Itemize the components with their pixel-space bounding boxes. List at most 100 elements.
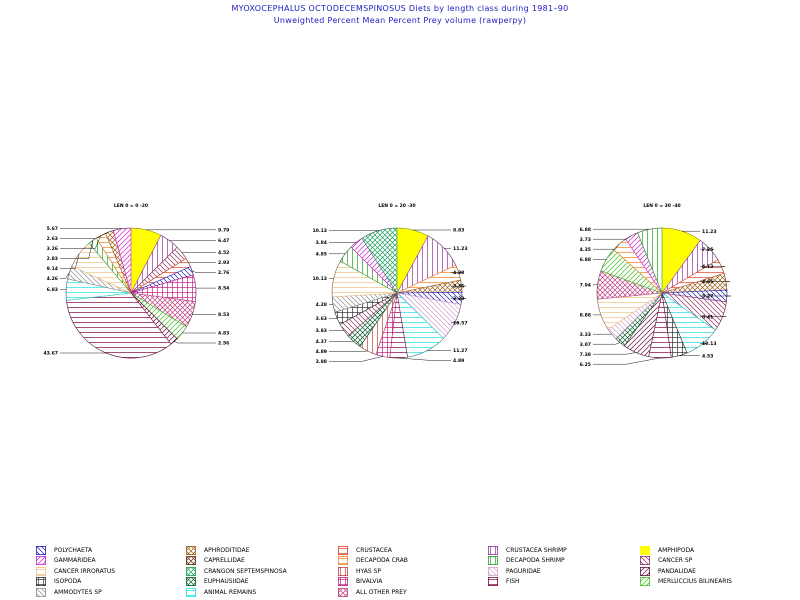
legend-swatch (338, 577, 348, 586)
leader-line (593, 352, 636, 355)
data-label: 4.35 (580, 247, 591, 253)
legend-item-gammaridea: GAMMARIDEA (36, 556, 96, 566)
data-label: 4.26 (47, 276, 58, 282)
data-label: 4.89 (316, 349, 327, 355)
data-label: 11.27 (453, 348, 468, 354)
legend-swatch (640, 545, 650, 555)
data-label: 3.63 (316, 316, 327, 322)
data-label: 43.67 (43, 351, 58, 357)
leader-line (174, 341, 216, 344)
legend-swatch (640, 566, 650, 576)
data-label: 3.07 (580, 342, 591, 348)
legend-swatch (488, 556, 498, 565)
pie-title: LEN 0 = 0 -20 (114, 203, 148, 209)
legend-swatch (36, 587, 46, 597)
data-label: 6.88 (580, 227, 591, 233)
data-label: 8.88 (580, 313, 591, 319)
legend-label: CRANGON SEPTEMSPINOSA (204, 567, 287, 575)
data-label: 9.79 (218, 227, 229, 233)
legend-item-crustacea-shrimp: CRUSTACEA SHRIMP (488, 545, 567, 555)
legend-item-paguridae: PAGURIDAE (488, 566, 541, 576)
data-label: 2.76 (218, 270, 229, 276)
data-label: 4.85 (316, 251, 327, 257)
data-label: 10.13 (702, 341, 717, 347)
legend-item-polychaeta: POLYCHAETA (36, 545, 92, 555)
legend-label: BIVALVIA (356, 578, 383, 585)
leader-line (60, 235, 102, 249)
data-label: 3.26 (47, 246, 58, 252)
legend-item-animal-remains: ANIMAL REMAINS (186, 587, 256, 597)
legend-label: ANIMAL REMAINS (204, 588, 257, 596)
legend-label: APHRODITIDAE (204, 546, 250, 554)
pie-slice-fish (66, 292, 172, 359)
legend-item-aphroditidae: APHRODITIDAE (186, 545, 249, 555)
data-label: 11.23 (702, 229, 717, 235)
data-label: 11.23 (453, 246, 468, 252)
data-label: 4.13 (702, 264, 713, 270)
legend-label: EUPHAUSIIDAE (204, 578, 249, 585)
legend: POLYCHAETA APHRODITIDAE CRUSTACEA CRUSTACEA… (36, 545, 796, 597)
legend-label: PANDALIDAE (658, 567, 696, 575)
leader-line (60, 253, 80, 269)
legend-swatch (640, 556, 650, 565)
legend-swatch (36, 545, 46, 555)
data-label: 9.14 (47, 266, 58, 272)
legend-swatch (186, 545, 196, 555)
pie-chart-2: LEN 0 = 20 -30 8.83 11.23 4.28 3.36 3.38 10.57… (312, 203, 467, 365)
data-label: 7.94 (580, 282, 591, 288)
legend-swatch (488, 545, 498, 555)
pie-title: LEN 0 = 20 -30 (378, 203, 415, 209)
legend-label: DECAPODA CRAB (356, 557, 408, 564)
legend-swatch (338, 566, 348, 576)
legend-swatch (186, 577, 196, 586)
leader-line (329, 356, 383, 362)
leader-line (60, 231, 110, 239)
legend-item-decapoda-crab: DECAPODA CRAB (338, 556, 408, 566)
legend-label: HYAS SP (356, 567, 381, 575)
data-label: 2.93 (218, 260, 229, 266)
data-label: 2.56 (218, 341, 229, 347)
data-label: 8.54 (218, 286, 229, 292)
legend-label: ISOPODA (54, 578, 82, 585)
data-label: 6.25 (580, 362, 591, 368)
pie-title: LEN 0 = 30 -40 (643, 203, 680, 209)
data-label: 3.84 (316, 240, 327, 246)
data-label: 4.28 (453, 270, 464, 276)
leader-line (191, 270, 216, 273)
data-label: 3.27 (702, 294, 713, 300)
legend-item-pandalidae: PANDALIDAE (640, 566, 696, 576)
legend-swatch (186, 566, 196, 576)
legend-swatch (186, 556, 196, 565)
legend-swatch (640, 577, 650, 586)
legend-item-decapoda-shrimp: DECAPODA SHRIMP (488, 556, 565, 566)
data-label: 6.83 (47, 287, 58, 293)
data-label: 7.38 (580, 352, 591, 358)
data-label: 4.89 (453, 358, 464, 364)
legend-item-isopoda: ISOPODA (36, 577, 81, 587)
legend-swatch (338, 556, 348, 565)
data-label: 4.28 (316, 302, 327, 308)
legend-item-crangon-septemspinosa: CRANGON SEPTEMSPINOSA (186, 566, 287, 576)
data-label: 4.65 (702, 279, 713, 285)
legend-swatch (488, 577, 498, 586)
legend-item-crustacea: CRUSTACEA (338, 545, 392, 555)
legend-swatch (36, 577, 46, 586)
leader-line (593, 342, 620, 345)
legend-swatch (338, 545, 348, 555)
legend-item-cancer-irroratus: CANCER IRRORATUS (36, 566, 115, 576)
leader-line (60, 240, 93, 259)
data-label: 6.88 (580, 257, 591, 263)
data-label: 3.88 (316, 359, 327, 365)
leader-line (398, 357, 451, 361)
pie-chart-1: LEN 0 = 0 -20 9.79 6.47 4.52 2.93 2.76 8.54 8.5… (43, 203, 229, 359)
data-label: 3.38 (453, 296, 464, 302)
data-label: 4.53 (702, 353, 713, 359)
legend-item-all-other-prey: ALL OTHER PREY (338, 587, 407, 597)
legend-label: CANCER IRRORATUS (54, 567, 116, 575)
legend-label: DECAPODA SHRIMP (506, 557, 565, 564)
legend-swatch (36, 556, 46, 565)
legend-label: AMPHIPODA (658, 546, 695, 554)
legend-item-bivalvia: BIVALVIA (338, 577, 382, 587)
legend-label: ALL OTHER PREY (356, 588, 407, 596)
legend-swatch (36, 566, 46, 576)
